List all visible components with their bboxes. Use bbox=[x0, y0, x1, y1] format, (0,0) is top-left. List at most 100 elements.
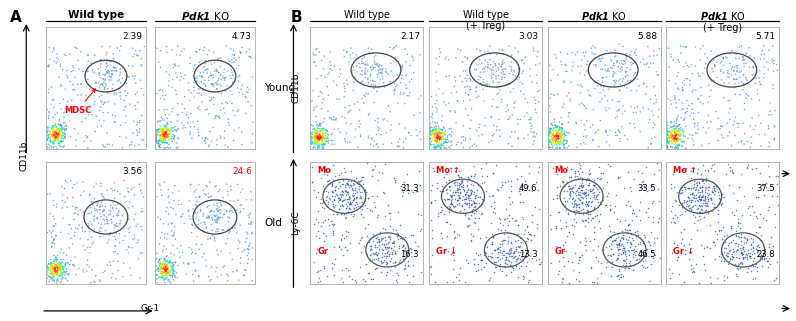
Point bbox=[488, 200, 501, 205]
Point bbox=[575, 63, 587, 68]
Point bbox=[498, 261, 511, 266]
Point bbox=[45, 234, 58, 239]
Point bbox=[308, 133, 321, 138]
Point bbox=[188, 88, 201, 93]
Point bbox=[201, 52, 214, 57]
Point bbox=[531, 54, 544, 59]
Point bbox=[724, 98, 736, 103]
Point bbox=[516, 58, 529, 63]
Point bbox=[83, 264, 96, 269]
Point bbox=[339, 139, 352, 144]
Point bbox=[370, 214, 383, 219]
Point bbox=[463, 197, 476, 203]
Point bbox=[750, 75, 763, 81]
Point bbox=[432, 131, 445, 136]
Point bbox=[587, 57, 600, 62]
Point bbox=[351, 189, 364, 195]
Point bbox=[562, 120, 575, 125]
Point bbox=[375, 237, 388, 242]
Point bbox=[490, 265, 502, 270]
Point bbox=[100, 81, 112, 86]
Point bbox=[718, 277, 731, 282]
Point bbox=[723, 110, 736, 116]
Point bbox=[634, 249, 646, 254]
Point bbox=[721, 55, 734, 60]
Point bbox=[54, 138, 67, 143]
Point bbox=[370, 265, 383, 270]
Point bbox=[579, 235, 591, 240]
Point bbox=[385, 241, 398, 246]
Point bbox=[403, 79, 416, 84]
Point bbox=[665, 52, 677, 57]
Point bbox=[548, 142, 561, 147]
Point bbox=[215, 77, 228, 82]
Point bbox=[498, 228, 511, 233]
Point bbox=[347, 60, 360, 65]
Point bbox=[388, 249, 401, 254]
Point bbox=[592, 219, 605, 224]
Point bbox=[731, 65, 743, 71]
Point bbox=[314, 135, 327, 140]
Point bbox=[385, 246, 398, 251]
Point bbox=[318, 263, 330, 268]
Point bbox=[56, 274, 68, 280]
Point bbox=[197, 188, 209, 193]
Point bbox=[630, 257, 643, 262]
Point bbox=[601, 98, 614, 103]
Point bbox=[59, 87, 72, 92]
Point bbox=[548, 138, 560, 143]
Point bbox=[55, 140, 68, 145]
Point bbox=[664, 133, 677, 138]
Point bbox=[695, 242, 708, 247]
Point bbox=[682, 65, 695, 70]
Point bbox=[181, 120, 194, 125]
Point bbox=[200, 226, 213, 231]
Point bbox=[315, 90, 328, 95]
Point bbox=[549, 140, 562, 145]
Point bbox=[164, 260, 177, 265]
Point bbox=[622, 265, 635, 271]
Point bbox=[429, 144, 442, 149]
Point bbox=[150, 140, 163, 145]
Point bbox=[685, 197, 697, 203]
Point bbox=[731, 247, 743, 252]
Point bbox=[623, 240, 636, 245]
Point bbox=[669, 145, 682, 151]
Point bbox=[497, 57, 509, 63]
Point bbox=[49, 138, 62, 143]
Point bbox=[500, 207, 513, 212]
Point bbox=[116, 76, 129, 81]
Point bbox=[243, 47, 256, 52]
Point bbox=[478, 99, 490, 104]
Point bbox=[44, 129, 57, 134]
Point bbox=[509, 218, 522, 223]
Point bbox=[77, 210, 90, 215]
Point bbox=[158, 134, 171, 139]
Point bbox=[43, 228, 56, 233]
Point bbox=[432, 135, 445, 141]
Point bbox=[604, 242, 617, 247]
Point bbox=[526, 219, 539, 224]
Point bbox=[668, 93, 681, 99]
Point bbox=[375, 259, 388, 264]
Point bbox=[186, 223, 199, 228]
Point bbox=[489, 247, 501, 252]
Point bbox=[559, 62, 572, 67]
Point bbox=[542, 136, 555, 141]
Point bbox=[240, 111, 252, 116]
Point bbox=[53, 262, 65, 267]
Point bbox=[743, 254, 756, 259]
Point bbox=[580, 202, 593, 207]
Point bbox=[551, 195, 564, 200]
Point bbox=[615, 124, 628, 129]
Point bbox=[93, 73, 106, 78]
Point bbox=[353, 237, 366, 242]
Point bbox=[444, 145, 457, 151]
Text: B: B bbox=[291, 10, 302, 25]
Point bbox=[738, 83, 751, 88]
Point bbox=[53, 138, 65, 143]
Point bbox=[42, 273, 55, 279]
Point bbox=[662, 136, 675, 141]
Point bbox=[77, 267, 90, 272]
Point bbox=[686, 101, 699, 106]
